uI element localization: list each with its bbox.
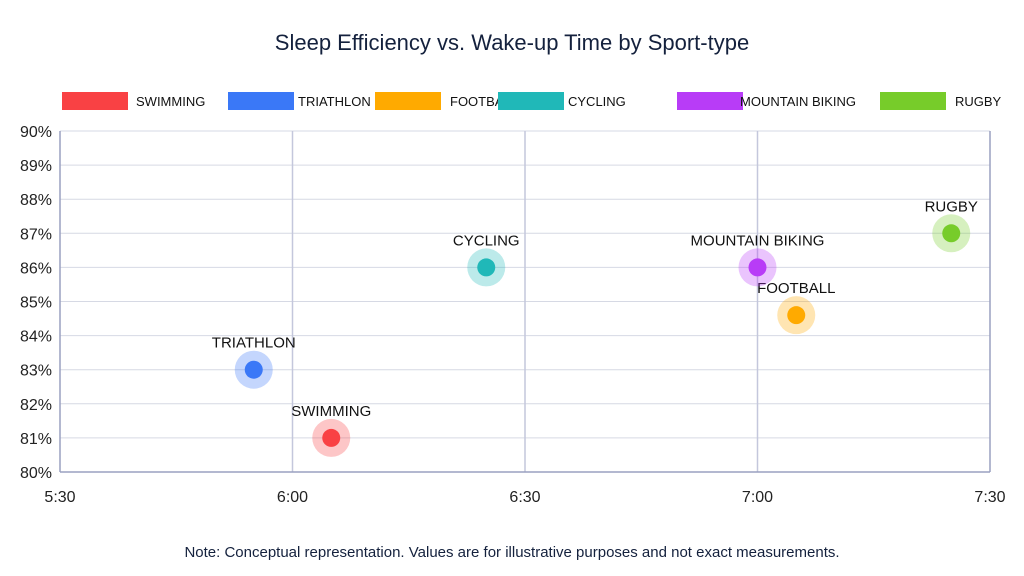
legend-swatch-cycling <box>498 92 564 110</box>
y-tick-label: 85% <box>20 295 52 312</box>
legend-label: TRIATHLON <box>298 94 371 109</box>
data-label: MOUNTAIN BIKING <box>691 232 825 249</box>
x-tick-label: 7:30 <box>974 489 1005 506</box>
y-tick-label: 90% <box>20 124 52 141</box>
x-tick-label: 6:30 <box>509 489 540 506</box>
y-tick-label: 80% <box>20 465 52 482</box>
data-point-triathlon <box>244 360 263 379</box>
y-tick-label: 84% <box>20 329 52 346</box>
legend-swatch-rugby <box>880 92 946 110</box>
chart-title: Sleep Efficiency vs. Wake-up Time by Spo… <box>274 30 750 55</box>
y-tick-label: 82% <box>20 397 52 414</box>
y-tick-label: 88% <box>20 192 52 209</box>
legend-label: SWIMMING <box>136 94 205 109</box>
legend-swatch-swimming <box>62 92 128 110</box>
y-tick-label: 83% <box>20 363 52 380</box>
data-label: RUGBY <box>925 198 978 215</box>
x-tick-label: 5:30 <box>44 489 75 506</box>
data-label: SWIMMING <box>291 403 371 420</box>
y-tick-label: 89% <box>20 158 52 175</box>
data-point-rugby <box>942 224 961 243</box>
data-point-football <box>787 306 806 325</box>
x-tick-label: 7:00 <box>742 489 773 506</box>
data-point-swimming <box>322 428 341 447</box>
legend-swatch-football <box>375 92 441 110</box>
legend-swatch-mountain-biking <box>677 92 743 110</box>
data-point-cycling <box>477 258 496 277</box>
legend-swatch-triathlon <box>228 92 294 110</box>
y-tick-label: 86% <box>20 260 52 277</box>
y-tick-label: 81% <box>20 431 52 448</box>
y-tick-label: 87% <box>20 226 52 243</box>
legend-label: MOUNTAIN BIKING <box>740 94 856 109</box>
footnote: Note: Conceptual representation. Values … <box>184 544 840 561</box>
x-tick-label: 6:00 <box>277 489 308 506</box>
legend-label: RUGBY <box>955 94 1002 109</box>
data-point-mountain-biking <box>748 258 767 277</box>
data-label: FOOTBALL <box>757 280 835 297</box>
data-label: TRIATHLON <box>212 335 296 352</box>
data-label: CYCLING <box>453 232 520 249</box>
legend-label: CYCLING <box>568 94 626 109</box>
